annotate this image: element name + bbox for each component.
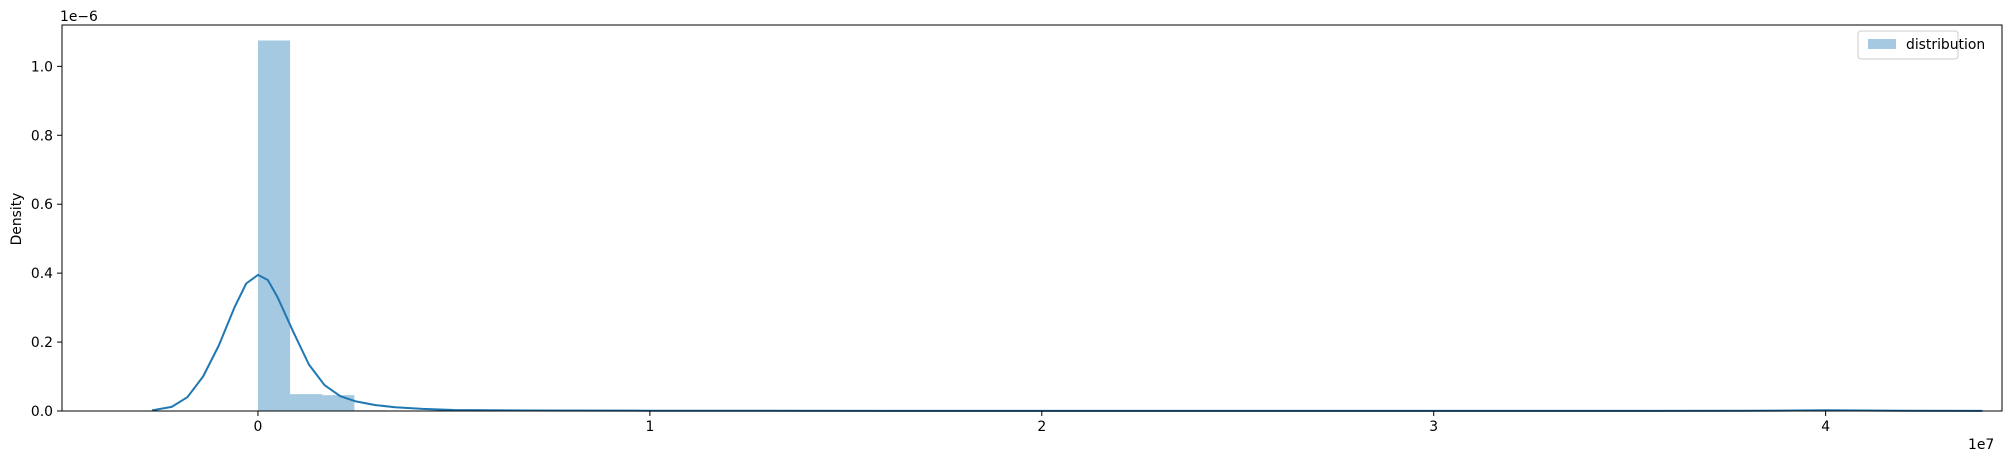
axes-frame xyxy=(61,24,2003,412)
legend: distribution xyxy=(1857,30,1985,60)
x-tick-label-2: 2 xyxy=(1037,419,1046,435)
y-tick-label-4: 0.8 xyxy=(31,128,53,144)
x-tick-label-3: 3 xyxy=(1429,419,1438,435)
y-tick-label-1: 0.2 xyxy=(31,335,53,351)
legend-frame xyxy=(1857,30,1959,60)
y-tick-label-3: 0.6 xyxy=(31,197,53,213)
histogram-bar-2 xyxy=(322,395,355,411)
y-tick-label-5: 1.0 xyxy=(31,59,53,75)
axes xyxy=(61,24,2003,412)
x-tick-label-0: 0 xyxy=(254,419,263,435)
y-tick-label-0: 0.0 xyxy=(31,404,53,420)
legend-entry-distribution: distribution xyxy=(1906,37,1985,53)
x-tick-label-1: 1 xyxy=(645,419,654,435)
x-tick-label-4: 4 xyxy=(1821,419,1830,435)
legend-swatch xyxy=(1868,39,1896,49)
histogram-bar-0 xyxy=(257,40,291,411)
y-tick-label-2: 0.4 xyxy=(31,266,53,282)
y-axis-label: Density xyxy=(9,193,25,246)
y-offset-label: 1e−6 xyxy=(60,9,98,25)
histogram-bar-1 xyxy=(290,394,323,411)
ticks: 0 1 2 3 4 0.0 0.2 0.4 0.6 0.8 1.0 xyxy=(31,59,1830,435)
x-offset-label: 1e7 xyxy=(1968,437,1994,453)
